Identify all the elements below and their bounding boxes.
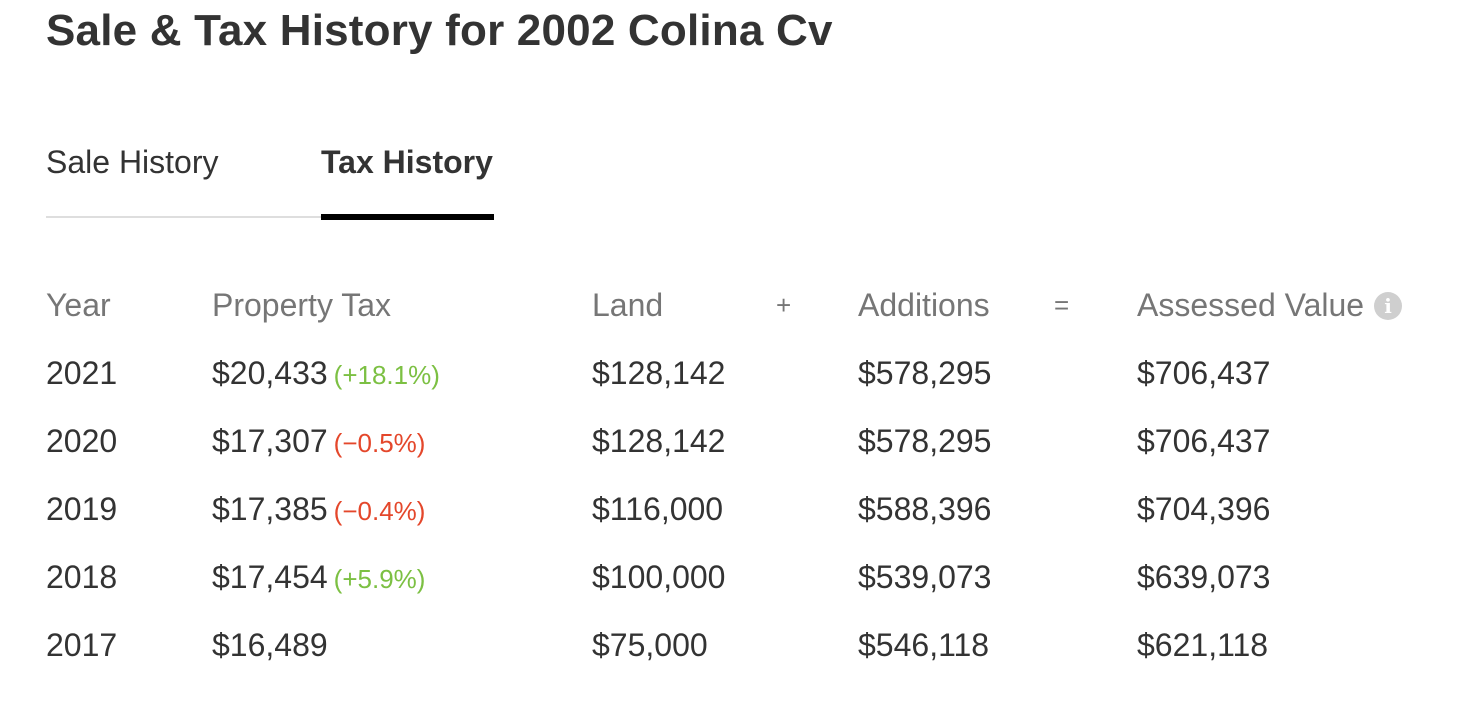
property-tax-value: $20,433 xyxy=(212,355,328,391)
header-property-tax: Property Tax xyxy=(212,287,392,323)
property-tax-value: $17,307 xyxy=(212,423,328,459)
cell-additions: $578,295 xyxy=(858,423,992,459)
tax-change-percent: (+18.1%) xyxy=(333,360,440,390)
cell-land: $128,142 xyxy=(592,355,726,391)
cell-property-tax: $16,489 xyxy=(212,618,334,674)
header-additions: Additions xyxy=(858,287,990,323)
cell-additions: $578,295 xyxy=(858,355,992,391)
tab-sale-history[interactable]: Sale History xyxy=(46,144,219,180)
tax-change-percent: (−0.4%) xyxy=(333,496,426,526)
table-row: 2019 $17,385 (−0.4%) $116,000 $588,396 $704,3… xyxy=(46,482,1446,550)
table-row: 2020 $17,307 (−0.5%) $128,142 $578,295 $706,4… xyxy=(46,414,1446,482)
tab-divider xyxy=(46,216,494,218)
cell-assessed-value: $706,437 xyxy=(1137,355,1271,391)
cell-year: 2019 xyxy=(46,491,118,527)
cell-land: $116,000 xyxy=(592,491,724,527)
info-icon[interactable]: i xyxy=(1374,292,1403,320)
cell-year: 2017 xyxy=(46,627,118,663)
header-year: Year xyxy=(46,287,111,323)
cell-property-tax: $17,454 (+5.9%) xyxy=(212,550,425,606)
cell-assessed-value: $704,396 xyxy=(1137,491,1271,527)
cell-assessed-value: $706,437 xyxy=(1137,423,1271,459)
cell-land: $100,000 xyxy=(592,559,726,595)
property-tax-value: $16,489 xyxy=(212,627,328,663)
property-tax-value: $17,454 xyxy=(212,559,328,595)
header-assessed-value: Assessed Value i xyxy=(1137,278,1403,332)
cell-year: 2020 xyxy=(46,423,118,459)
header-land: Land xyxy=(592,287,664,323)
cell-property-tax: $17,385 (−0.4%) xyxy=(212,482,425,538)
equals-operator: = xyxy=(1054,290,1070,320)
cell-property-tax: $17,307 (−0.5%) xyxy=(212,414,425,470)
tax-change-percent: (+5.9%) xyxy=(333,564,426,594)
tax-change-percent: (−0.5%) xyxy=(333,428,426,458)
cell-land: $75,000 xyxy=(592,627,708,663)
cell-additions: $588,396 xyxy=(858,491,992,527)
cell-assessed-value: $639,073 xyxy=(1137,559,1271,595)
cell-property-tax: $20,433 (+18.1%) xyxy=(212,346,440,402)
tab-tax-history[interactable]: Tax History xyxy=(321,144,493,180)
header-assessed-value-label: Assessed Value xyxy=(1137,287,1365,323)
active-tab-indicator xyxy=(321,214,494,220)
page-title: Sale & Tax History for 2002 Colina Cv xyxy=(46,6,833,55)
table-body: 2021 $20,433 (+18.1%) $128,142 $578,295 $706,… xyxy=(46,346,1446,686)
table-row: 2018 $17,454 (+5.9%) $100,000 $539,073 $639,0… xyxy=(46,550,1446,618)
property-tax-value: $17,385 xyxy=(212,491,328,527)
cell-additions: $546,118 xyxy=(858,627,990,663)
history-tabs: Sale History Tax History xyxy=(46,130,494,220)
table-header-row: Year Property Tax Land + Additions = Ass… xyxy=(46,278,1446,346)
cell-assessed-value: $621,118 xyxy=(1137,627,1269,663)
cell-additions: $539,073 xyxy=(858,559,992,595)
cell-year: 2021 xyxy=(46,355,118,391)
table-row: 2017 $16,489 $75,000 $546,118 $621,118 xyxy=(46,618,1446,686)
tax-history-table: Year Property Tax Land + Additions = Ass… xyxy=(46,278,1446,686)
table-row: 2021 $20,433 (+18.1%) $128,142 $578,295 $706,… xyxy=(46,346,1446,414)
cell-year: 2018 xyxy=(46,559,118,595)
cell-land: $128,142 xyxy=(592,423,726,459)
plus-operator: + xyxy=(776,290,792,320)
